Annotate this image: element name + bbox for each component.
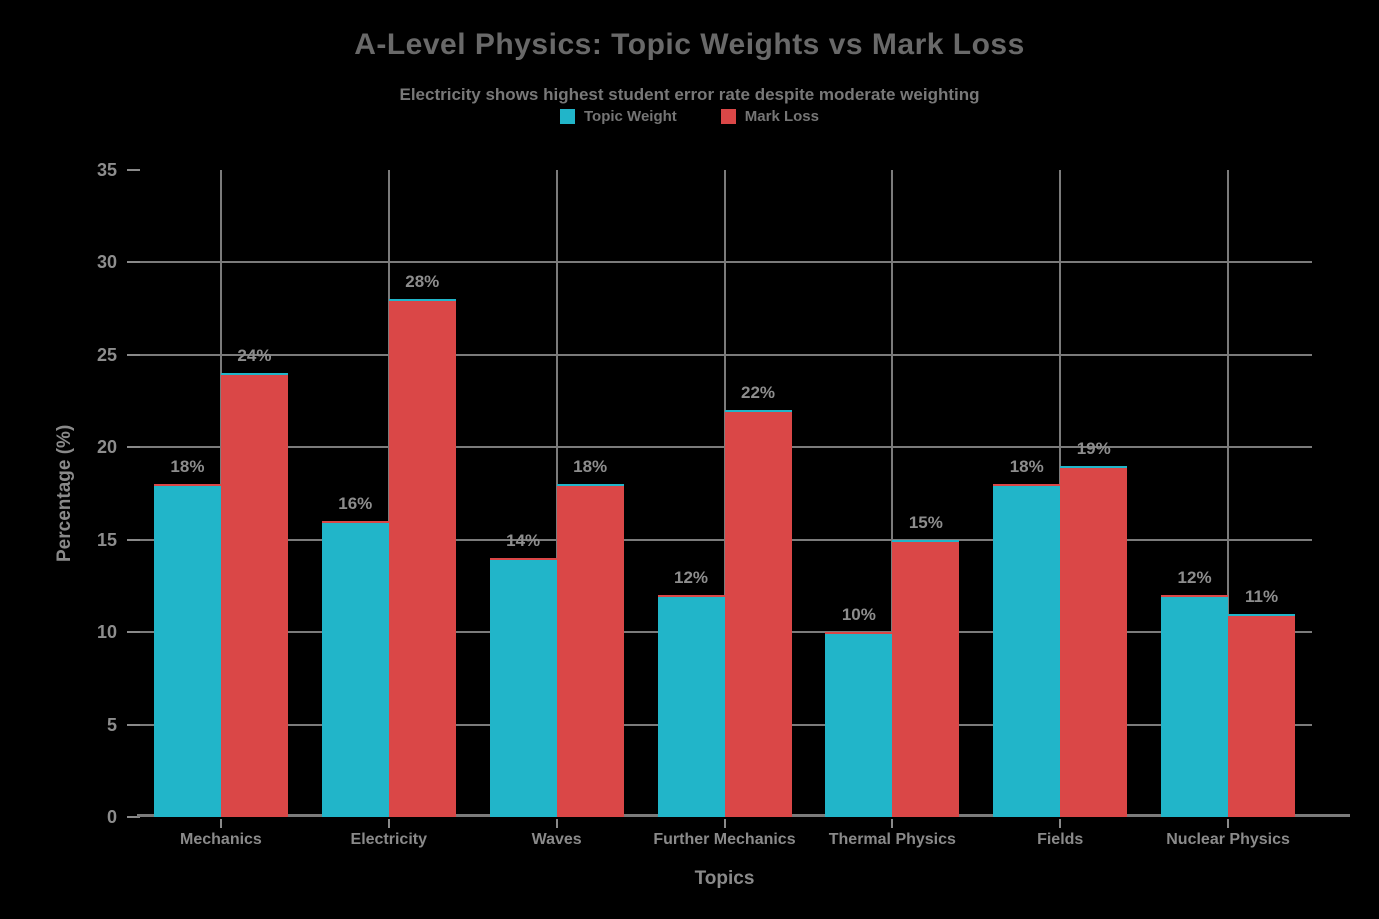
x-tick-label: Waves <box>531 831 582 848</box>
legend-item-mark-loss: Mark Loss <box>720 108 819 125</box>
x-axis-tick <box>219 819 222 828</box>
bar-mark-loss-thermal-physics <box>892 539 960 817</box>
y-tick-label: 5 <box>106 714 117 735</box>
legend-label: Topic Weight <box>584 108 677 125</box>
x-tick-label: Nuclear Physics <box>1166 831 1290 848</box>
bar-value-label: 12% <box>1177 568 1212 588</box>
bar-value-label: 19% <box>1076 438 1111 458</box>
bar-topic-weight-thermal-physics <box>825 632 893 817</box>
y-axis-tick <box>127 816 140 818</box>
bar-mark-loss-electricity <box>388 299 456 817</box>
bar-mark-loss-nuclear-physics <box>1228 613 1296 817</box>
bar-mark-loss-fields <box>1060 465 1128 817</box>
bar-topic-weight-nuclear-physics <box>1161 595 1229 817</box>
bar-topic-weight-further-mechanics <box>657 595 725 817</box>
bar-value-label: 22% <box>740 383 776 403</box>
bar-value-label: 28% <box>405 272 440 292</box>
bar-topic-weight-fields <box>993 484 1061 817</box>
legend-item-topic-weight: Topic Weight <box>560 108 677 125</box>
bar-mark-loss-further-mechanics <box>724 410 792 817</box>
y-axis-tick <box>127 353 140 356</box>
x-axis-tick <box>555 819 558 828</box>
bar-topic-weight-waves <box>489 558 557 817</box>
bar-value-label: 18% <box>170 457 205 477</box>
grid-line-vertical <box>891 170 894 817</box>
x-tick-label: Further Mechanics <box>653 831 796 848</box>
x-tick-label: Mechanics <box>180 831 262 848</box>
bar-value-label: 18% <box>573 457 608 477</box>
bar-value-label: 16% <box>338 494 373 514</box>
bar-value-label: 10% <box>841 605 876 625</box>
y-axis-tick <box>127 169 140 172</box>
x-axis-tick <box>1227 819 1230 828</box>
y-axis-tick <box>127 538 140 541</box>
chart-subtitle: Electricity shows highest student error … <box>399 85 980 104</box>
bar-value-label: 15% <box>908 512 943 532</box>
x-tick-label: Electricity <box>350 831 427 848</box>
bar-value-label: 24% <box>237 346 272 366</box>
y-tick-label: 15 <box>96 529 117 550</box>
topic-weight-swatch-icon <box>560 109 575 124</box>
bar-topic-weight-mechanics <box>153 484 221 817</box>
y-axis-tick <box>127 631 140 634</box>
legend-label: Mark Loss <box>744 108 819 125</box>
y-axis-tick <box>127 723 140 726</box>
y-tick-label: 20 <box>96 437 117 458</box>
y-axis-tick <box>127 446 140 449</box>
bar-value-label: 18% <box>1009 457 1044 477</box>
y-tick-label: 10 <box>96 622 117 643</box>
y-axis-tick <box>127 261 140 264</box>
bar-mark-loss-waves <box>556 484 624 817</box>
mark-loss-swatch-icon <box>720 109 736 124</box>
bar-mark-loss-mechanics <box>220 373 288 817</box>
x-axis-tick <box>723 819 726 828</box>
y-tick-label: 30 <box>96 252 117 273</box>
x-tick-label: Fields <box>1037 831 1084 848</box>
x-axis-tick <box>387 819 390 828</box>
y-tick-label: 0 <box>106 807 117 827</box>
x-tick-label: Thermal Physics <box>828 831 956 848</box>
grid-line-vertical <box>1227 170 1230 817</box>
legend: Topic Weight Mark Loss <box>0 108 1379 125</box>
plot-area: 0 5 10 15 20 25 30 35 Mechanics 18% 24% Electricity… <box>97 160 1350 848</box>
x-axis-tick <box>1059 819 1062 828</box>
bar-topic-weight-electricity <box>321 521 389 817</box>
y-tick-label: 35 <box>96 160 117 180</box>
bar-value-label: 12% <box>673 568 709 588</box>
chart-title: A-Level Physics: Topic Weights vs Mark L… <box>354 28 1025 61</box>
y-tick-label: 25 <box>96 344 117 365</box>
bar-value-label: 14% <box>506 531 541 551</box>
x-axis-title: Topics <box>694 868 755 889</box>
bar-value-label: 11% <box>1245 586 1279 606</box>
x-axis-tick <box>891 819 894 828</box>
